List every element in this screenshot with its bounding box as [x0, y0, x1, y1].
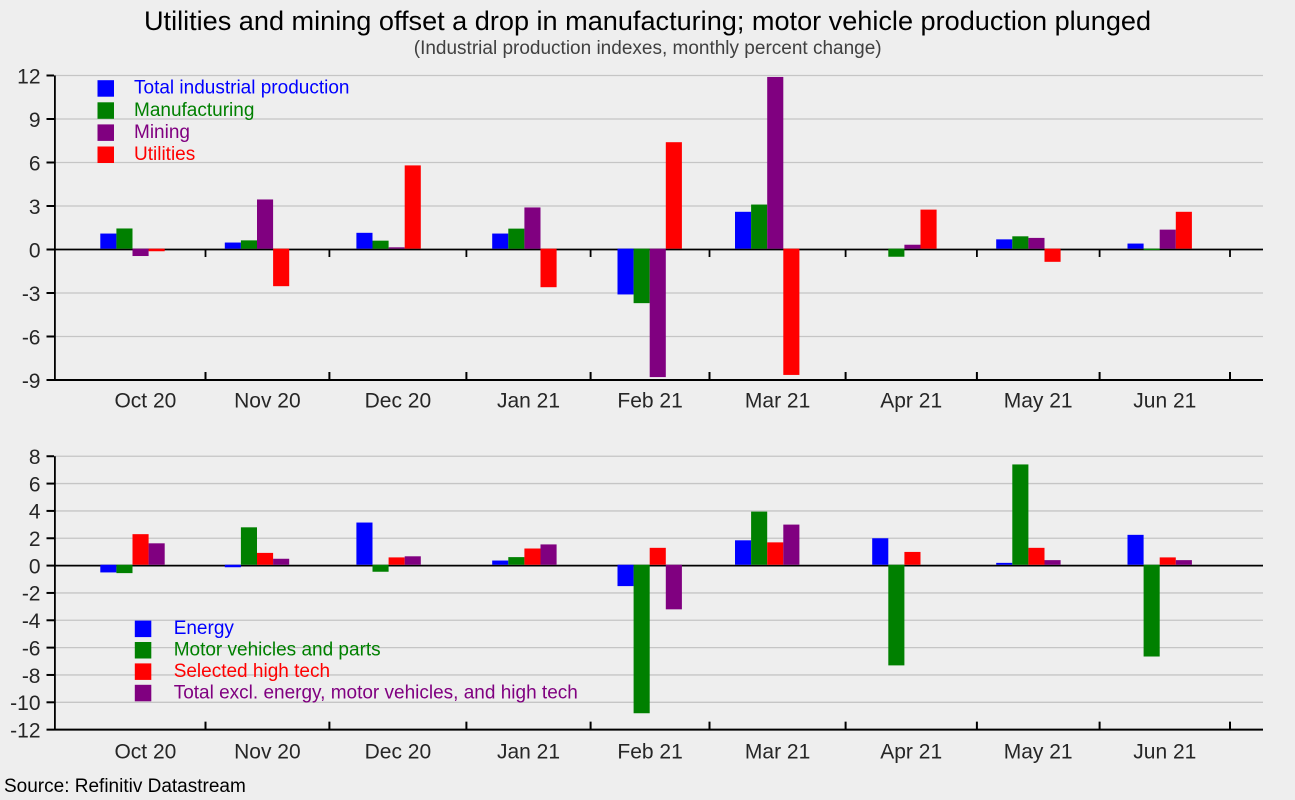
svg-text:0: 0	[29, 555, 41, 578]
svg-text:-4: -4	[22, 610, 41, 633]
svg-text:Jun 21: Jun 21	[1133, 389, 1196, 412]
svg-text:(Industrial production indexes: (Industrial production indexes, monthly …	[414, 38, 882, 59]
svg-text:-3: -3	[22, 283, 41, 306]
svg-text:-6: -6	[22, 637, 41, 660]
svg-text:May 21: May 21	[1004, 741, 1073, 764]
svg-text:Jun 21: Jun 21	[1133, 741, 1196, 764]
svg-text:Apr 21: Apr 21	[880, 389, 942, 412]
svg-text:May 21: May 21	[1004, 389, 1073, 412]
svg-text:Feb 21: Feb 21	[617, 389, 682, 412]
svg-text:12: 12	[17, 65, 40, 88]
svg-text:2: 2	[29, 528, 41, 551]
svg-text:Oct 20: Oct 20	[114, 389, 176, 412]
svg-text:Mining: Mining	[134, 122, 190, 143]
svg-text:Nov 20: Nov 20	[234, 741, 301, 764]
svg-text:-12: -12	[10, 719, 40, 742]
svg-text:Jan 21: Jan 21	[497, 389, 560, 412]
svg-text:-9: -9	[22, 370, 41, 393]
svg-text:Total excl. energy, motor vehi: Total excl. energy, motor vehicles, and …	[174, 682, 578, 703]
svg-text:Source: Refinitiv Datastream: Source: Refinitiv Datastream	[4, 776, 246, 797]
svg-text:0: 0	[29, 239, 41, 262]
svg-text:Nov 20: Nov 20	[234, 389, 301, 412]
svg-text:Jan 21: Jan 21	[497, 741, 560, 764]
svg-text:8: 8	[29, 446, 41, 469]
svg-text:Selected high tech: Selected high tech	[174, 661, 330, 682]
svg-text:Dec 20: Dec 20	[365, 389, 432, 412]
svg-text:-2: -2	[22, 583, 41, 606]
svg-text:-8: -8	[22, 665, 41, 688]
svg-text:Oct 20: Oct 20	[114, 741, 176, 764]
svg-text:Utilities: Utilities	[134, 144, 195, 165]
svg-text:Apr 21: Apr 21	[880, 741, 942, 764]
svg-text:Dec 20: Dec 20	[365, 741, 432, 764]
svg-text:Mar 21: Mar 21	[745, 389, 810, 412]
svg-text:6: 6	[29, 473, 41, 496]
svg-text:Motor vehicles and parts: Motor vehicles and parts	[174, 640, 381, 661]
svg-text:-6: -6	[22, 326, 41, 349]
svg-text:9: 9	[29, 109, 41, 132]
svg-text:Utilities and mining offset a: Utilities and mining offset a drop in ma…	[144, 5, 1151, 36]
svg-text:Feb 21: Feb 21	[617, 741, 682, 764]
svg-text:Total industrial production: Total industrial production	[134, 78, 349, 99]
svg-text:Mar 21: Mar 21	[745, 741, 810, 764]
svg-text:6: 6	[29, 152, 41, 175]
svg-text:Manufacturing: Manufacturing	[134, 100, 254, 121]
svg-text:4: 4	[29, 501, 41, 524]
svg-text:Energy: Energy	[174, 618, 235, 639]
svg-text:3: 3	[29, 196, 41, 219]
svg-text:-10: -10	[10, 692, 40, 715]
